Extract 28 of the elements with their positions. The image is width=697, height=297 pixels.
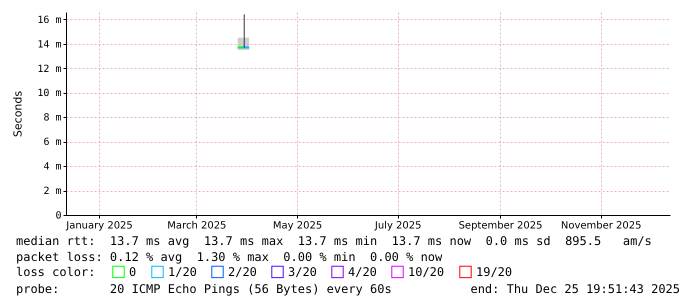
x-tick-label: September 2025 bbox=[458, 220, 542, 232]
y-tick-label: 16 m bbox=[37, 14, 62, 26]
legend-label: 2/20 bbox=[228, 264, 257, 279]
x-tick-label: November 2025 bbox=[560, 220, 642, 232]
y-tick-label: 14 m bbox=[37, 39, 62, 50]
y-tick-label: 4 m bbox=[43, 162, 62, 173]
y-tick-label: 10 m bbox=[37, 88, 62, 100]
legend-label: 3/20 bbox=[288, 264, 317, 279]
x-tick-label: March 2025 bbox=[167, 220, 226, 232]
legend-label: 19/20 bbox=[476, 264, 512, 279]
y-tick-label: 2 m bbox=[43, 186, 62, 198]
legend-label: 4/20 bbox=[348, 264, 377, 279]
legend-title: loss color: bbox=[16, 265, 96, 279]
x-tick-label: July 2025 bbox=[374, 220, 422, 232]
legend-label: 1/20 bbox=[168, 264, 197, 279]
y-tick-label: 0 bbox=[55, 210, 62, 222]
legend-label: 0 bbox=[129, 264, 136, 279]
x-tick-label: May 2025 bbox=[272, 220, 322, 232]
text: probe: 20 ICMP Echo Pings (56 Bytes) every 60s bbox=[16, 282, 392, 296]
y-tick-label: 12 m bbox=[37, 64, 62, 75]
legend-label: 10/20 bbox=[408, 264, 444, 279]
y-tick-label: 8 m bbox=[43, 112, 62, 124]
text: median rtt: 13.7 ms avg 13.7 ms max 13.7 ms min 13.7 ms now 0.0 ms sd 895.5 am/s bbox=[16, 234, 652, 248]
x-tick-label: January 2025 bbox=[65, 220, 133, 232]
text: packet loss: 0.12 % avg 1.30 % max 0.00 % min 0.00 % now bbox=[16, 250, 444, 264]
y-axis-title: Seconds bbox=[11, 90, 24, 138]
text: end: Thu Dec 25 19:51:43 2025 bbox=[470, 282, 680, 296]
y-tick-label: 6 m bbox=[43, 137, 62, 148]
